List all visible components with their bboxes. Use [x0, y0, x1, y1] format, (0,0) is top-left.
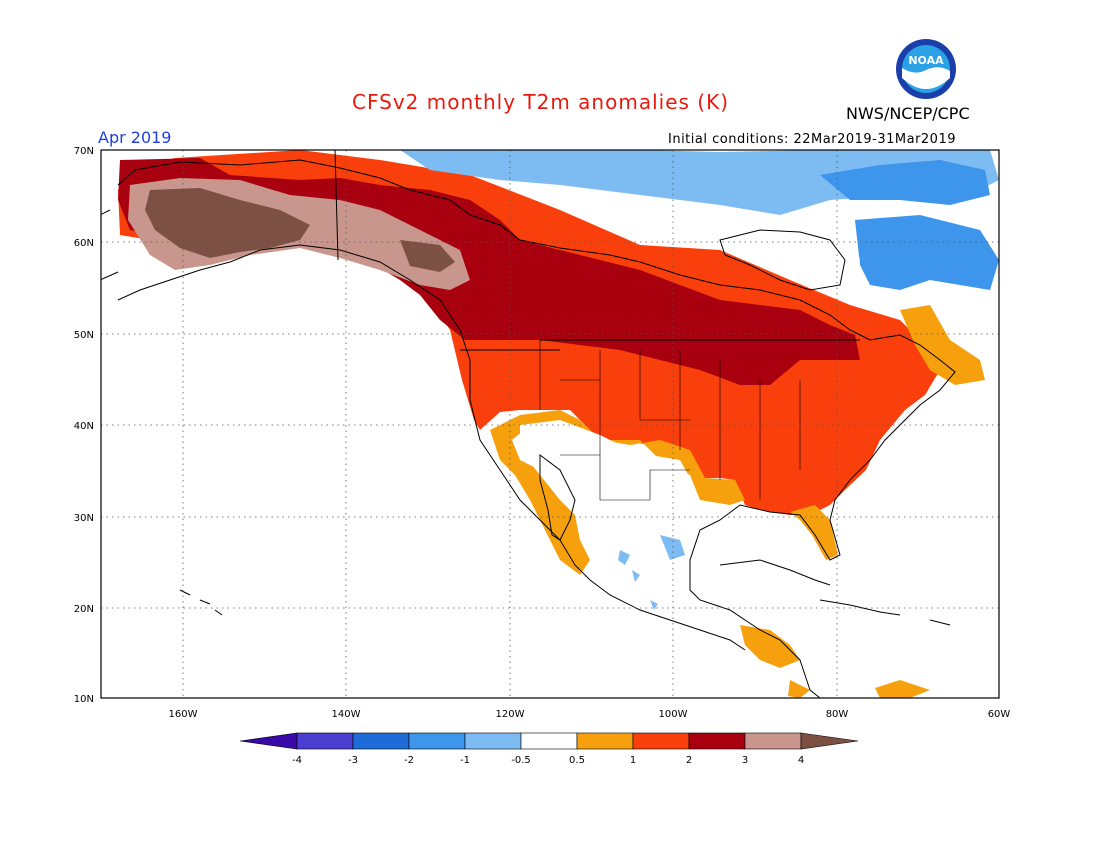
moderate-warm-florida [790, 505, 838, 560]
lat-label: 50N [74, 330, 94, 341]
lat-label: 30N [74, 513, 94, 524]
color-legend [239, 732, 859, 750]
lat-label: 70N [74, 146, 94, 157]
legend-label: -0.5 [511, 755, 531, 766]
lat-label: 40N [74, 421, 94, 432]
legend-swatch-above-4 [800, 732, 859, 750]
legend-swatch [408, 732, 466, 750]
organization-label: NWS/NCEP/CPC [846, 104, 970, 123]
moderate-warm-caribbean [788, 680, 930, 698]
cold-anomaly-arctic [400, 150, 999, 215]
coastlines [101, 150, 956, 698]
legend-label: -1 [460, 755, 470, 766]
extreme-warm-core [145, 188, 310, 258]
cold-anomaly-arctic-east [820, 160, 990, 205]
lon-label: 100W [659, 709, 688, 720]
moderate-warm-northeast [900, 305, 985, 385]
lat-label: 10N [74, 694, 94, 705]
legend-labels: -4 -3 -2 -1 -0.5 0.5 1 2 3 4 [292, 755, 804, 766]
lon-label: 120W [496, 709, 525, 720]
legend-swatch [688, 732, 746, 750]
map-content [101, 150, 999, 698]
lat-label: 60N [74, 238, 94, 249]
noaa-logo: NOAA [895, 38, 957, 100]
neutral-southwest [520, 420, 690, 505]
legend-label: 1 [630, 755, 636, 766]
legend-label: -3 [348, 755, 358, 766]
legend-label: 0.5 [569, 755, 585, 766]
cold-anomaly-mexico [618, 535, 685, 610]
map-title: CFSv2 monthly T2m anomalies (K) [352, 90, 729, 114]
graticule [101, 150, 999, 698]
legend-swatch [464, 732, 522, 750]
legend-swatch [520, 732, 578, 750]
legend-label: 2 [686, 755, 692, 766]
lon-label: 140W [332, 709, 361, 720]
map-frame [100, 149, 1000, 699]
legend-label: -2 [404, 755, 414, 766]
longitude-labels: 160W 140W 120W 100W 80W 60W [169, 709, 1011, 720]
moderate-warm-central-america [740, 625, 800, 668]
lat-label: 20N [74, 604, 94, 615]
legend-swatch [352, 732, 410, 750]
cold-anomaly-labrador [855, 215, 999, 290]
initial-conditions: Initial conditions: 22Mar2019-31Mar2019 [668, 132, 956, 147]
legend-label: 4 [798, 755, 804, 766]
legend-label: -4 [292, 755, 302, 766]
legend-swatch [296, 732, 354, 750]
legend-label: 3 [742, 755, 748, 766]
legend-swatch-below-4 [239, 732, 298, 750]
lon-label: 80W [826, 709, 849, 720]
legend-swatch [744, 732, 802, 750]
legend-swatch [576, 732, 634, 750]
latitude-labels: 70N 60N 50N 40N 30N 20N 10N [74, 146, 94, 705]
logo-text: NOAA [908, 54, 944, 67]
lon-label: 60W [988, 709, 1011, 720]
forecast-period: Apr 2019 [98, 128, 172, 147]
extreme-warm-bc [400, 240, 455, 272]
neutral-hudson-bay [715, 215, 860, 290]
lon-label: 160W [169, 709, 198, 720]
legend-swatch [632, 732, 690, 750]
